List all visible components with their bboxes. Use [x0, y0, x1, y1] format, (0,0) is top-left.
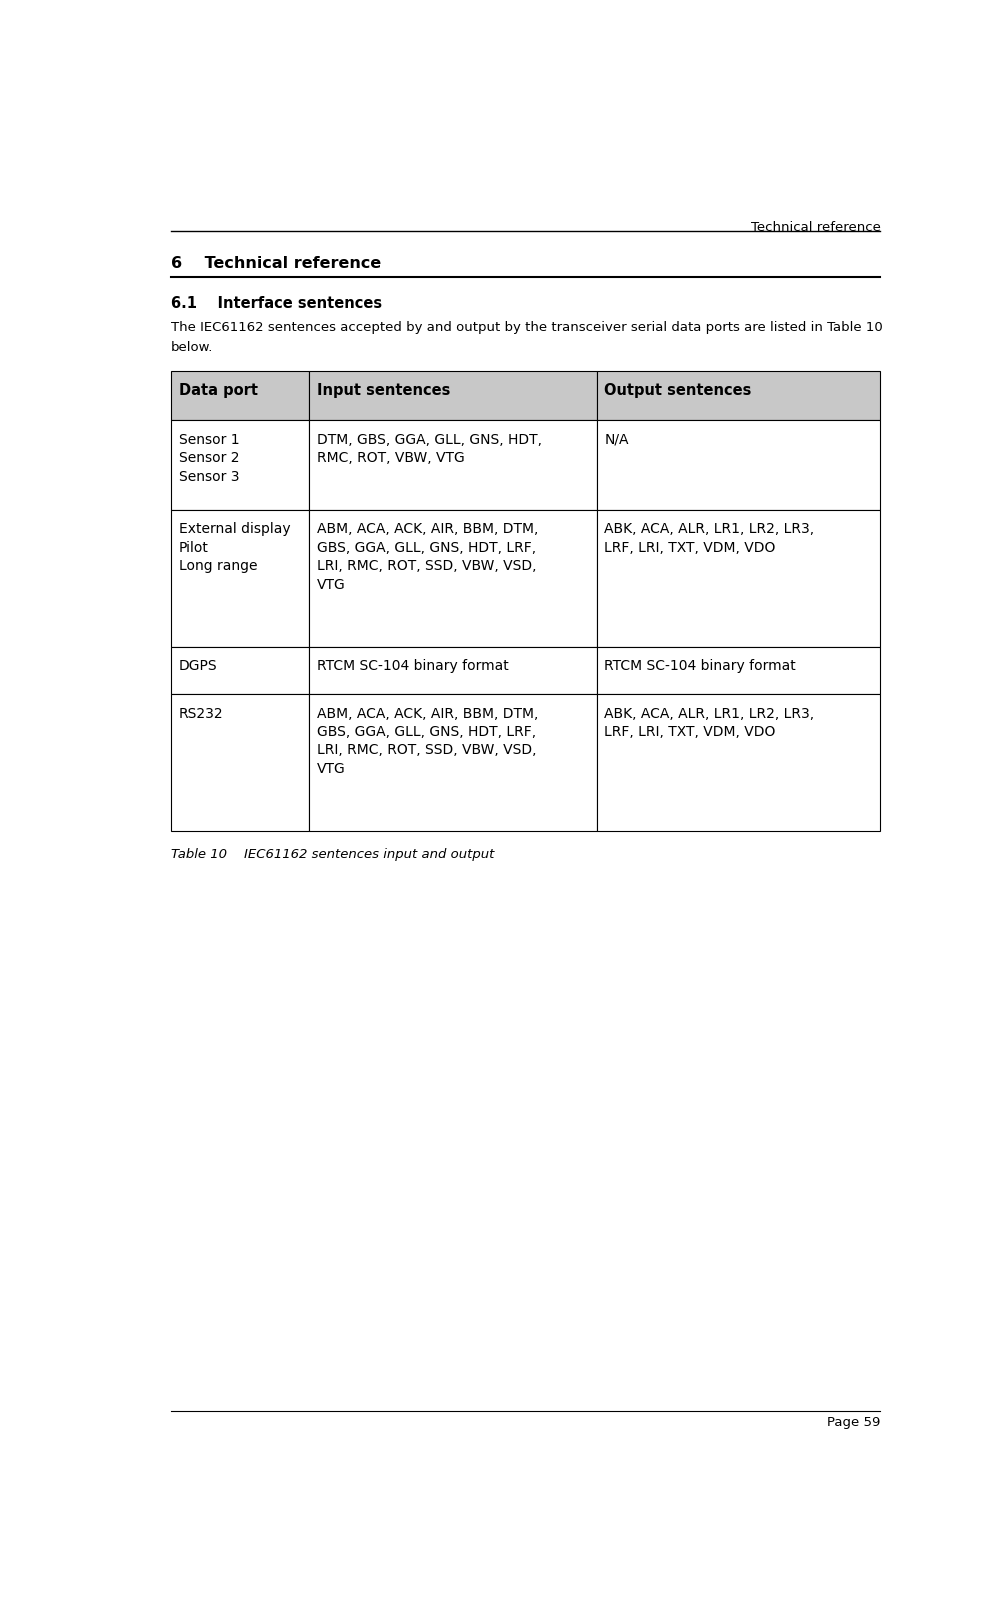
- Text: RTCM SC-104 binary format: RTCM SC-104 binary format: [317, 659, 509, 674]
- Bar: [597, 511, 880, 646]
- Text: Data port: Data port: [179, 383, 258, 398]
- Bar: [171, 420, 309, 511]
- Text: ABK, ACA, ALR, LR1, LR2, LR3,
LRF, LRI, TXT, VDM, VDO: ABK, ACA, ALR, LR1, LR2, LR3, LRF, LRI, …: [605, 706, 815, 739]
- Text: Output sentences: Output sentences: [605, 383, 751, 398]
- Text: External display
Pilot
Long range: External display Pilot Long range: [179, 522, 291, 574]
- Bar: [309, 511, 597, 646]
- Bar: [171, 695, 309, 831]
- Text: ABK, ACA, ALR, LR1, LR2, LR3,
LRF, LRI, TXT, VDM, VDO: ABK, ACA, ALR, LR1, LR2, LR3, LRF, LRI, …: [605, 522, 815, 554]
- Text: RS232: RS232: [179, 706, 223, 721]
- Text: Technical reference: Technical reference: [750, 221, 880, 234]
- Text: DTM, GBS, GGA, GLL, GNS, HDT,
RMC, ROT, VBW, VTG: DTM, GBS, GGA, GLL, GNS, HDT, RMC, ROT, …: [317, 433, 542, 465]
- Text: 6.1    Interface sentences: 6.1 Interface sentences: [171, 296, 382, 310]
- Bar: [597, 646, 880, 695]
- Bar: [597, 695, 880, 831]
- Bar: [171, 370, 309, 420]
- Text: ABM, ACA, ACK, AIR, BBM, DTM,
GBS, GGA, GLL, GNS, HDT, LRF,
LRI, RMC, ROT, SSD, : ABM, ACA, ACK, AIR, BBM, DTM, GBS, GGA, …: [317, 706, 538, 776]
- Text: Page 59: Page 59: [827, 1416, 880, 1429]
- Bar: [309, 695, 597, 831]
- Text: 6    Technical reference: 6 Technical reference: [171, 257, 381, 271]
- Bar: [597, 370, 880, 420]
- Bar: [309, 370, 597, 420]
- Bar: [309, 420, 597, 511]
- Bar: [309, 646, 597, 695]
- Bar: [171, 646, 309, 695]
- Text: DGPS: DGPS: [179, 659, 217, 674]
- Bar: [171, 511, 309, 646]
- Text: ABM, ACA, ACK, AIR, BBM, DTM,
GBS, GGA, GLL, GNS, HDT, LRF,
LRI, RMC, ROT, SSD, : ABM, ACA, ACK, AIR, BBM, DTM, GBS, GGA, …: [317, 522, 538, 591]
- Text: The IEC61162 sentences accepted by and output by the transceiver serial data por: The IEC61162 sentences accepted by and o…: [171, 322, 882, 335]
- Text: below.: below.: [171, 341, 213, 354]
- Text: RTCM SC-104 binary format: RTCM SC-104 binary format: [605, 659, 796, 674]
- Text: Sensor 1
Sensor 2
Sensor 3: Sensor 1 Sensor 2 Sensor 3: [179, 433, 239, 483]
- Text: Table 10    IEC61162 sentences input and output: Table 10 IEC61162 sentences input and ou…: [171, 848, 494, 861]
- Bar: [597, 420, 880, 511]
- Text: N/A: N/A: [605, 433, 629, 448]
- Text: Input sentences: Input sentences: [317, 383, 451, 398]
